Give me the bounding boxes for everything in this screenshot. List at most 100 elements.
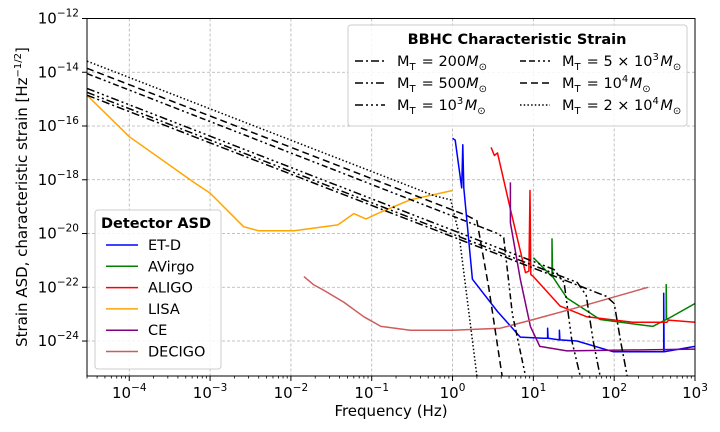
detector-legend-label: CE bbox=[148, 323, 167, 339]
x-tick-exp: 3 bbox=[701, 382, 708, 394]
bbhc-legend-label-part: ⊙ bbox=[479, 62, 487, 73]
bbhc-legend-label-part: 4 bbox=[622, 74, 628, 85]
baseline-reset bbox=[487, 76, 488, 92]
bbhc-legend-label: MT = 2 × 104 M⊙ bbox=[562, 96, 683, 117]
bbhc-legend-label-part: ⊙ bbox=[673, 62, 681, 73]
bbhc-legend-label: MT = 500M⊙ bbox=[397, 76, 488, 95]
x-tick-exp: 2 bbox=[620, 382, 627, 394]
bbhc-legend-label-part: M bbox=[466, 54, 479, 70]
x-tick-label: 10−4 bbox=[112, 382, 147, 402]
x-tick-exp: −2 bbox=[293, 382, 308, 394]
bbhc-legend-label-part: = 500 bbox=[417, 76, 466, 92]
detector-curve-ce bbox=[509, 182, 695, 352]
bbhc-legend: BBHC Characteristic Strain MT = 200M⊙ MT… bbox=[347, 24, 688, 127]
detector-legend-label: AVirgo bbox=[148, 259, 195, 275]
bbhc-legend-title: BBHC Characteristic Strain bbox=[408, 32, 627, 48]
bbhc-legend-label-part: T bbox=[409, 62, 417, 73]
y-tick-base: 10 bbox=[38, 10, 57, 28]
y-tick-base: 10 bbox=[38, 278, 57, 296]
y-tick-base: 10 bbox=[38, 63, 57, 81]
x-tick-base: 10 bbox=[193, 384, 212, 402]
detector-curve-decigo bbox=[303, 276, 649, 332]
bbhc-legend-label-part: 3 bbox=[457, 96, 463, 107]
y-tick-label: 10−16 bbox=[38, 115, 80, 135]
bbhc-legend-label-part: = 10 bbox=[582, 76, 622, 92]
detector-legend-title: Detector ASD bbox=[101, 216, 211, 232]
x-tick-exp: 1 bbox=[540, 382, 547, 394]
y-tick-exp: −20 bbox=[57, 223, 79, 235]
bbhc-curve-5x103 bbox=[87, 72, 527, 376]
bbhc-legend-label-part: M bbox=[397, 76, 410, 92]
x-tick-label: 100 bbox=[440, 382, 466, 402]
axis-ticks: 10−4 10−3 10−2 10−1 100 101 102 10310−1210−1410… bbox=[38, 8, 708, 403]
y-tick-exp: −24 bbox=[57, 330, 79, 342]
bbhc-legend-label-part: M bbox=[562, 98, 575, 114]
bbhc-legend-label-part: M bbox=[660, 98, 673, 114]
x-tick-label: 102 bbox=[601, 382, 627, 402]
detector-legend-label: ET-D bbox=[148, 238, 181, 254]
detector-curve-avirgo bbox=[532, 238, 695, 328]
detector-legend-label: ALIGO bbox=[148, 281, 193, 297]
bbhc-legend-label-part: ⊙ bbox=[479, 84, 487, 95]
bbhc-legend-label-part: ⊙ bbox=[673, 106, 681, 117]
y-axis-label-close: ] bbox=[13, 47, 31, 53]
y-tick-label: 10−24 bbox=[38, 330, 80, 350]
y-axis-label: Strain ASD, characteristic strain [Hz−1/… bbox=[13, 47, 31, 347]
x-tick-base: 10 bbox=[440, 384, 459, 402]
x-tick-base: 10 bbox=[682, 384, 701, 402]
bbhc-legend-box bbox=[347, 24, 688, 127]
detector-legend-label: DECIGO bbox=[148, 345, 205, 361]
y-tick-base: 10 bbox=[38, 225, 57, 243]
y-tick-label: 10−12 bbox=[38, 8, 79, 28]
y-tick-exp: −22 bbox=[57, 276, 79, 288]
detector-legend: Detector ASD ET-D AVirgo ALIGO LISA CE DECIGO bbox=[94, 209, 222, 370]
y-tick-base: 10 bbox=[38, 332, 57, 350]
bbhc-legend-label-part: T bbox=[574, 62, 582, 73]
bbhc-legend-label-part: 3 bbox=[653, 52, 659, 63]
bbhc-legend-label-part: = 200 bbox=[417, 54, 466, 70]
bbhc-legend-label-part: 4 bbox=[653, 96, 659, 107]
x-tick-label: 10−3 bbox=[193, 382, 228, 402]
x-tick-exp: 0 bbox=[459, 382, 466, 394]
bbhc-legend-label-part: T bbox=[409, 106, 417, 117]
baseline-reset bbox=[487, 54, 488, 70]
bbhc-legend-label-part: ⊙ bbox=[642, 84, 650, 95]
bbhc-legend-label-part: M bbox=[562, 54, 575, 70]
x-tick-label: 10−1 bbox=[354, 382, 389, 402]
bbhc-legend-label-part: M bbox=[466, 76, 479, 92]
y-tick-label: 10−14 bbox=[38, 61, 80, 81]
y-axis-label-main: Strain ASD, characteristic strain [Hz bbox=[13, 77, 31, 347]
plot-frame bbox=[86, 18, 696, 377]
y-axis-label-exp: −1/2 bbox=[13, 53, 24, 77]
bbhc-legend-label-part: ⊙ bbox=[477, 106, 485, 117]
bbhc-legend-label-part: = 10 bbox=[417, 98, 457, 114]
x-tick-label: 101 bbox=[520, 382, 546, 402]
baseline-reset bbox=[486, 98, 487, 114]
bbhc-curve-2x104 bbox=[87, 60, 478, 376]
y-tick-exp: −12 bbox=[57, 8, 79, 20]
bbhc-curve-103 bbox=[87, 87, 581, 376]
bbhc-legend-label: MT = 200M⊙ bbox=[397, 54, 488, 73]
y-tick-exp: −18 bbox=[57, 169, 79, 181]
detector-curve-et-d bbox=[452, 137, 695, 353]
bbhc-legend-label-part: M bbox=[630, 76, 643, 92]
bbhc-legend-label: MT = 5 × 103 M⊙ bbox=[562, 52, 683, 73]
y-tick-exp: −16 bbox=[57, 115, 79, 127]
y-tick-label: 10−22 bbox=[38, 276, 79, 296]
bbhc-legend-label-part: = 5 × 10 bbox=[582, 54, 652, 70]
bbhc-legend-label-part: T bbox=[574, 84, 582, 95]
x-tick-label: 103 bbox=[682, 382, 708, 402]
bbhc-legend-label-part: = 2 × 10 bbox=[582, 98, 652, 114]
x-tick-exp: −1 bbox=[374, 382, 389, 394]
bbhc-legend-label-part: M bbox=[562, 76, 575, 92]
y-tick-base: 10 bbox=[38, 117, 57, 135]
x-tick-exp: −4 bbox=[131, 382, 147, 394]
detector-legend-label: LISA bbox=[148, 302, 180, 318]
y-tick-label: 10−18 bbox=[38, 169, 79, 189]
detector-legend-box bbox=[94, 209, 222, 370]
bbhc-curve-200 bbox=[87, 94, 628, 376]
bbhc-legend-label: MT = 103 M⊙ bbox=[397, 96, 487, 117]
x-tick-base: 10 bbox=[354, 384, 373, 402]
bbhc-curve-500 bbox=[87, 91, 601, 376]
